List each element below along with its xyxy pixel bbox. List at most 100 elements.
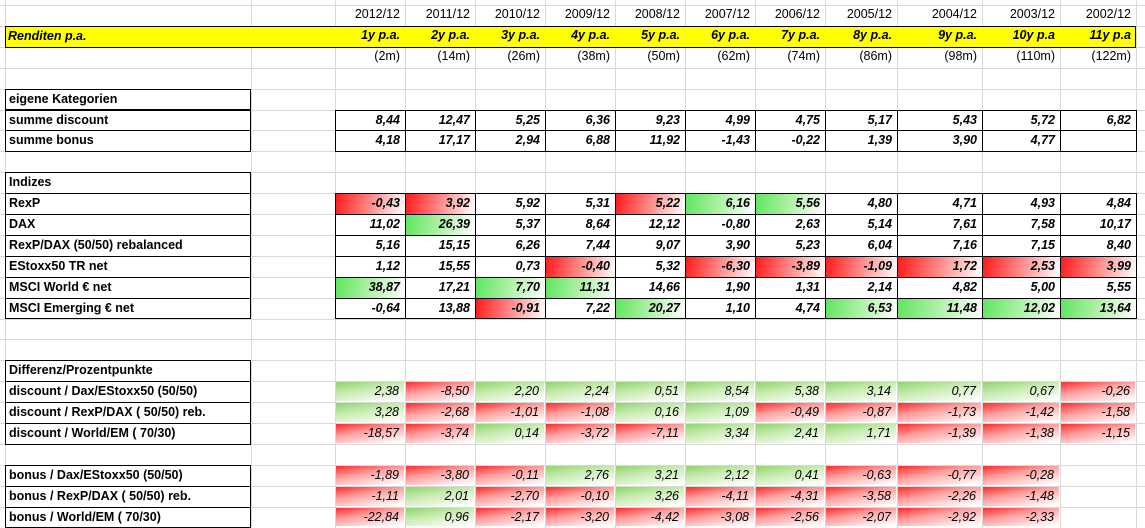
value-cell: 5,25 [475, 109, 546, 132]
value-cell: 11,31 [545, 276, 616, 299]
value-cell: 4,82 [897, 276, 983, 299]
value-cell: 8,44 [335, 109, 406, 132]
value-cell: 3,90 [685, 234, 756, 257]
month-label: (38m) [577, 48, 610, 63]
value-cell: -22,84 [336, 507, 404, 527]
value-cell: 0,96 [406, 507, 474, 527]
value-cell: 5,56 [755, 193, 826, 215]
value-cell: -3,58 [826, 486, 896, 506]
month-label: (74m) [787, 48, 820, 63]
period-header: 9y p.a. [938, 27, 977, 42]
month-label: (98m) [944, 48, 977, 63]
value-cell: -7,11 [616, 424, 684, 443]
value-cell: 4,77 [982, 130, 1061, 153]
value-cell: -2,56 [756, 507, 824, 527]
value-cell: 3,28 [336, 403, 404, 422]
row-label: MSCI World € net [5, 276, 251, 299]
value-cell: 12,02 [982, 297, 1061, 320]
value-cell: 3,21 [616, 465, 684, 485]
value-cell: 3,92 [405, 193, 476, 215]
empty-cell [1060, 130, 1137, 153]
value-cell: -3,20 [546, 507, 614, 527]
row-label: RexP [5, 193, 251, 215]
month-label: (14m) [437, 48, 470, 63]
value-cell: 7,22 [545, 297, 616, 320]
value-cell: 3,26 [616, 486, 684, 506]
section-title: Differenz/Prozentpunkte [5, 360, 251, 383]
value-cell: 4,80 [825, 193, 898, 215]
value-cell: 3,90 [897, 130, 983, 153]
value-cell: -2,70 [476, 486, 544, 506]
value-cell: -0,40 [545, 255, 616, 278]
value-cell: -2,33 [983, 507, 1059, 527]
period-header: 1y p.a. [361, 27, 400, 42]
value-cell: 1,72 [897, 255, 983, 278]
value-cell: 7,58 [982, 214, 1061, 236]
year-header: 2012/12 [354, 7, 400, 21]
value-cell: 2,94 [475, 130, 546, 153]
value-cell: 1,90 [685, 276, 756, 299]
value-cell: 12,12 [615, 214, 686, 236]
value-cell: 6,04 [825, 234, 898, 257]
value-cell: 5,32 [615, 255, 686, 278]
value-cell: -0,87 [826, 403, 896, 422]
value-cell: 7,70 [475, 276, 546, 299]
year-header: 2007/12 [704, 7, 750, 21]
value-cell: 6,82 [1060, 109, 1137, 132]
period-header: 11y p.a [1089, 27, 1131, 42]
row-label: bonus / World/EM ( 70/30) [5, 506, 251, 528]
value-cell: -3,72 [546, 424, 614, 443]
year-header: 2005/12 [846, 7, 892, 21]
value-cell: 20,27 [615, 297, 686, 320]
value-cell: -1,48 [983, 486, 1059, 506]
value-cell: -0,91 [475, 297, 546, 320]
row-label: MSCI Emerging € net [5, 297, 251, 320]
empty-cell [1061, 487, 1135, 506]
value-cell: 8,40 [1060, 234, 1137, 257]
value-cell: -1,89 [336, 465, 404, 485]
value-cell: -1,09 [825, 255, 898, 278]
value-cell: 5,00 [982, 276, 1061, 299]
row-label: EStoxx50 TR net [5, 255, 251, 278]
value-cell: 7,61 [897, 214, 983, 236]
value-cell: 38,87 [335, 276, 406, 299]
value-cell: 5,72 [982, 109, 1061, 132]
value-cell: 12,47 [405, 109, 476, 132]
year-header: 2004/12 [931, 7, 977, 21]
row-label: discount / World/EM ( 70/30) [5, 423, 251, 445]
grid-line [0, 485, 1145, 487]
row-label: discount / RexP/DAX ( 50/50) reb. [5, 402, 251, 424]
value-cell: 2,53 [982, 255, 1061, 278]
row-label: bonus / Dax/EStoxx50 (50/50) [5, 464, 251, 487]
row-label: summe bonus [5, 130, 251, 153]
value-cell: 14,66 [615, 276, 686, 299]
value-cell: 4,99 [685, 109, 756, 132]
value-cell: -0,77 [898, 465, 981, 485]
value-cell: 0,51 [616, 382, 684, 402]
value-cell: 9,23 [615, 109, 686, 132]
year-header: 2006/12 [774, 7, 820, 21]
value-cell: 2,01 [406, 486, 474, 506]
value-cell: 6,36 [545, 109, 616, 132]
grid-line [0, 402, 1145, 404]
value-cell: 5,23 [755, 234, 826, 257]
period-header: 8y p.a. [853, 27, 892, 42]
value-cell: 6,88 [545, 130, 616, 153]
value-cell: -4,42 [616, 507, 684, 527]
grid-line [0, 381, 1145, 383]
grid-line [251, 0, 252, 528]
value-cell: 0,77 [898, 382, 981, 402]
value-cell: 4,75 [755, 109, 826, 132]
value-cell: 5,16 [335, 234, 406, 257]
value-cell: 1,71 [826, 424, 896, 443]
value-cell: 0,73 [475, 255, 546, 278]
value-cell: 3,14 [826, 382, 896, 402]
period-header: 10y p.a [1012, 27, 1055, 42]
value-cell: 4,84 [1060, 193, 1137, 215]
header-title: Renditen p.a. [8, 28, 87, 43]
period-header: 6y p.a. [711, 27, 750, 42]
value-cell: 1,31 [755, 276, 826, 299]
value-cell: 10,17 [1060, 214, 1137, 236]
value-cell: -3,89 [755, 255, 826, 278]
